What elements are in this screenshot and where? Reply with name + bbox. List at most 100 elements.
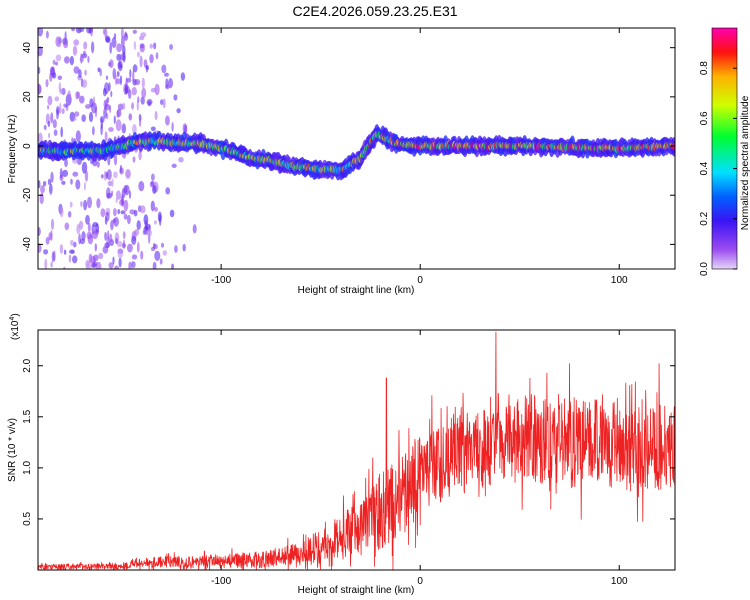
- spectrogram-noise-blob: [73, 66, 80, 74]
- spectrogram-noise-blob: [143, 214, 149, 225]
- spectrogram-noise-blob: [69, 239, 74, 246]
- spectrogram-noise-blob: [103, 107, 107, 119]
- spectrogram-noise-blob: [38, 132, 43, 144]
- snr-xlabel: Height of straight line (km): [298, 585, 415, 596]
- spectrogram-noise-blob: [100, 174, 104, 179]
- colorbar-axes: 0.0 0.2 0.4 0.6 0.8: [699, 61, 737, 276]
- svg-text:(x104): (x104): [9, 313, 21, 340]
- spectrogram-noise-blob: [123, 199, 129, 212]
- spectrogram-noise-blob: [128, 190, 132, 199]
- snr-multiplier: (x104): [9, 313, 21, 340]
- spectrogram-noise-blob: [171, 163, 177, 168]
- spectrogram-noise-blob: [47, 178, 52, 185]
- spectrogram-noise-blob: [161, 64, 167, 74]
- spectrogram-noise-blob: [112, 68, 117, 80]
- spectrogram-noise-blob: [176, 108, 181, 114]
- spectrogram-noise-blob: [87, 196, 92, 209]
- spectrogram-noise-blob: [72, 45, 78, 56]
- spectrogram-noise-blob: [47, 120, 51, 128]
- spectrogram-noise-blob: [70, 178, 73, 185]
- spectrogram-noise-blob: [38, 84, 42, 95]
- spectrogram-noise-blob: [132, 156, 136, 163]
- spectrogram-noise-blob: [76, 91, 81, 99]
- spectrogram-noise-blob: [154, 110, 158, 121]
- spectrogram-noise-blob: [154, 250, 161, 261]
- spectrogram-noise-blob: [108, 262, 114, 269]
- spectrogram-noise-blob: [153, 42, 157, 50]
- spectrogram-noise-blob: [124, 184, 130, 196]
- spectrogram-noise-blob: [104, 131, 108, 142]
- spectrogram-noise-blob: [108, 127, 114, 132]
- spectrogram-noise-blob: [87, 222, 91, 233]
- snr-frame: [37, 329, 676, 571]
- spectrogram-noise-blob: [140, 96, 145, 105]
- spectrogram-noise-blob: [92, 126, 95, 136]
- spectrogram-noise-blob: [154, 83, 160, 96]
- spectrogram-noise-blob: [64, 56, 70, 64]
- spectrogram-noise-blob: [150, 200, 155, 212]
- spectrogram-noise-blob: [121, 35, 125, 48]
- spectrogram-noise-blob: [38, 243, 42, 253]
- spectrogram-noise-blob: [90, 41, 95, 54]
- spectrogram-noise-blob: [64, 222, 70, 231]
- spectrogram-noise-blob: [63, 103, 68, 108]
- spectrogram-noise-blob: [192, 224, 197, 234]
- colorbar: 0.0 0.2 0.4 0.6 0.8 Normalized spectral ampl…: [699, 27, 750, 276]
- spectrogram-noise-blob: [145, 65, 149, 71]
- spectrogram-noise-blob: [126, 243, 133, 253]
- spectrogram-noise-blob: [137, 96, 140, 103]
- spectrogram-noise-blob: [180, 72, 186, 81]
- spectrogram-noise-blob: [138, 114, 142, 122]
- spectrogram-noise-blob: [165, 115, 170, 126]
- spectrogram-noise-blob: [134, 228, 139, 236]
- spectrogram-noise-blob: [63, 249, 67, 255]
- spectrogram-noise-blob: [106, 192, 113, 199]
- spectrogram-noise-blob: [78, 28, 85, 33]
- spectrogram-noise-blob: [114, 265, 120, 269]
- spectrogram-noise-blob: [102, 87, 107, 97]
- spectrogram-noise-blob: [99, 116, 105, 123]
- spectrogram-noise-blob: [119, 75, 123, 86]
- spectrogram-noise-blob: [45, 236, 50, 245]
- spectrogram-noise-blob: [138, 150, 142, 161]
- spectrogram-noise-blob: [96, 198, 101, 209]
- spectrogram-noise-blob: [43, 124, 47, 131]
- spectrogram-noise-blob: [146, 229, 152, 237]
- spectrogram-noise-blob: [105, 211, 110, 222]
- spectrogram-noise-blob: [49, 183, 53, 195]
- spectrogram-noise-blob: [159, 258, 163, 265]
- spectrogram-noise-blob: [81, 53, 88, 59]
- spectrogram-noise-blob: [106, 236, 110, 248]
- spectrogram-noise-blob: [62, 169, 68, 177]
- spectrogram-noise-blob: [56, 108, 59, 120]
- spectrogram-noise-blob: [52, 72, 57, 79]
- spectrogram-noise-blob: [136, 51, 141, 58]
- spectrogram-noise-blob: [61, 87, 66, 96]
- snr-axes: -100 0 100 0.5 1.0 1.5 2.0: [22, 330, 675, 587]
- spectrogram-noise-blob: [64, 31, 67, 42]
- spectrogram-noise-blob: [53, 129, 58, 136]
- spectrogram-panel: -100 0 100 -40 -20 0 20 40 Height of straight l…: [7, 27, 676, 296]
- spectrogram-noise-blob: [128, 113, 133, 121]
- colorbar-tick-label: 0.6: [699, 111, 710, 125]
- y-tick-label: -40: [22, 237, 33, 252]
- spectrogram-noise-blob: [139, 118, 142, 127]
- spectrogram-noise-blob: [107, 230, 110, 240]
- spectrogram-noise-blob: [115, 119, 122, 132]
- spectrogram-noise-blob: [133, 209, 138, 217]
- spectrogram-noise-blob: [113, 208, 117, 217]
- spectrogram-noise-blob: [173, 94, 178, 101]
- snr-multiplier-base: (x10: [10, 320, 21, 340]
- y-tick-label: 20: [22, 91, 33, 103]
- spectrogram-noise-blob: [107, 155, 111, 166]
- spectrogram-noise-blob: [73, 241, 77, 248]
- spectrogram-noise-blob: [75, 179, 81, 190]
- spectrogram-noise-blob: [89, 98, 94, 108]
- spectrogram-noise-blob: [160, 99, 164, 105]
- snr-panel: -100 0 100 0.5 1.0 1.5 2.0 Height of straight …: [7, 313, 676, 596]
- spectrogram-noise-blob: [154, 243, 158, 250]
- spectrogram-noise-blob: [81, 114, 86, 122]
- spectrogram-noise-blob: [43, 249, 49, 255]
- spectrogram-noise-blob: [120, 210, 126, 215]
